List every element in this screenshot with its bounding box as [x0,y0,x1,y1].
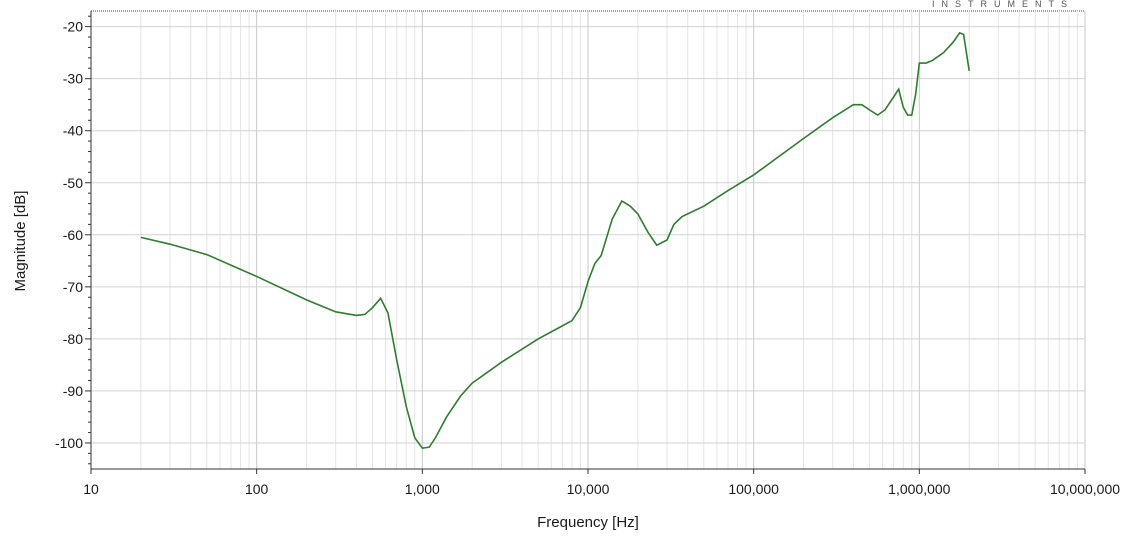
series-line [140,31,970,450]
axes [85,11,1086,474]
x-axis-title: Frequency [Hz] [537,514,639,531]
y-tick-label: -100 [55,435,83,451]
y-tick-label: -90 [63,383,83,399]
x-tick-label: 10,000,000 [1050,481,1120,497]
y-tick-label: -70 [63,279,83,295]
x-tick-label: 1,000 [405,481,440,497]
x-tick-label: 1,000,000 [888,481,950,497]
grid [90,11,1086,469]
y-axis-title: Magnitude [dB] [12,191,29,292]
x-tick-label: 100,000 [728,481,779,497]
brand-label: INSTRUMENTS [932,0,1074,9]
x-tick-labels: 10 100 1,000 10,000 100,000 1,000,000 10,000,0… [83,481,1120,497]
y-tick-label: -40 [63,123,83,139]
y-tick-label: -20 [63,19,83,35]
x-tick-label: 10,000 [567,481,610,497]
y-tick-labels: -20 -30 -40 -50 -60 -70 -80 -90 -100 [55,19,83,451]
x-tick-label: 10 [83,481,99,497]
y-tick-label: -30 [63,71,83,87]
y-tick-label: -60 [63,227,83,243]
x-tick-label: 100 [245,481,269,497]
y-tick-label: -50 [63,175,83,191]
y-tick-label: -80 [63,331,83,347]
